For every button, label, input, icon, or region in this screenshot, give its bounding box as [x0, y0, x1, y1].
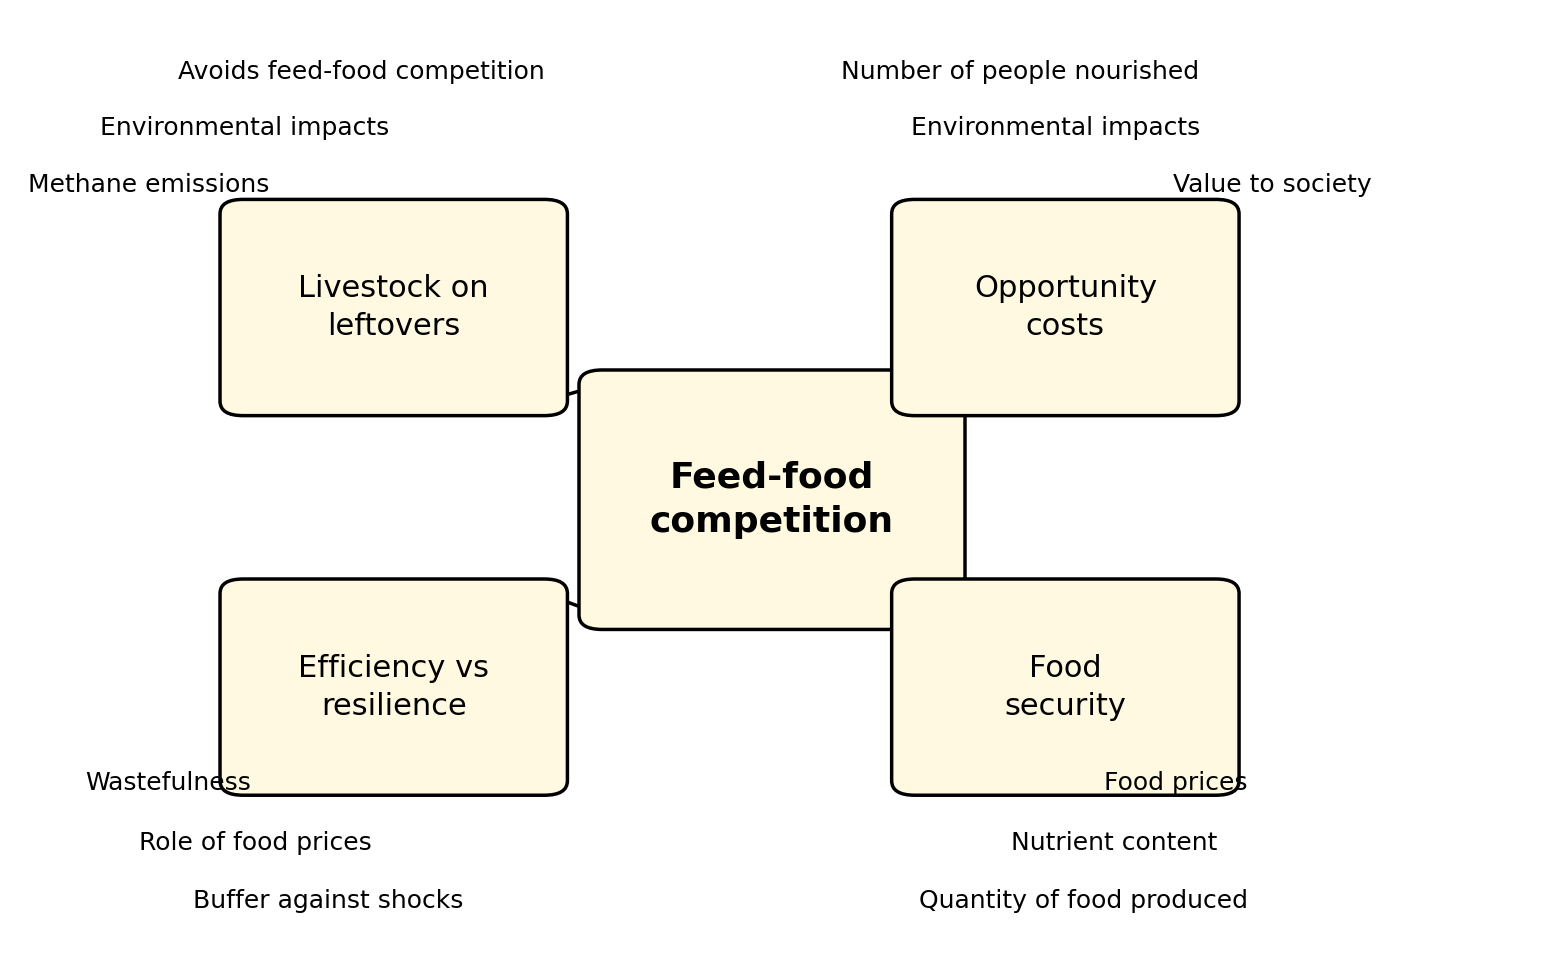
Text: Livestock on
leftovers: Livestock on leftovers	[298, 274, 489, 341]
Text: Environmental impacts: Environmental impacts	[100, 116, 389, 139]
Text: Methane emissions: Methane emissions	[28, 173, 269, 196]
FancyBboxPatch shape	[891, 199, 1238, 415]
Text: Quantity of food produced: Quantity of food produced	[919, 890, 1248, 913]
Text: Role of food prices: Role of food prices	[139, 831, 372, 854]
Text: Feed-food
competition: Feed-food competition	[650, 460, 894, 539]
FancyBboxPatch shape	[891, 579, 1238, 796]
Text: Wastefulness: Wastefulness	[85, 772, 250, 795]
Text: Nutrient content: Nutrient content	[1011, 831, 1218, 854]
FancyBboxPatch shape	[221, 579, 568, 796]
Text: Number of people nourished: Number of people nourished	[841, 61, 1200, 84]
Text: Food
security: Food security	[1005, 653, 1126, 721]
FancyBboxPatch shape	[221, 199, 568, 415]
Text: Opportunity
costs: Opportunity costs	[974, 274, 1156, 341]
FancyBboxPatch shape	[579, 370, 965, 629]
Text: Value to society: Value to society	[1173, 173, 1373, 196]
Text: Avoids feed-food competition: Avoids feed-food competition	[178, 61, 545, 84]
Text: Buffer against shocks: Buffer against shocks	[193, 890, 463, 913]
Text: Food prices: Food prices	[1104, 772, 1248, 795]
Text: Environmental impacts: Environmental impacts	[911, 116, 1200, 139]
Text: Efficiency vs
resilience: Efficiency vs resilience	[298, 653, 489, 721]
